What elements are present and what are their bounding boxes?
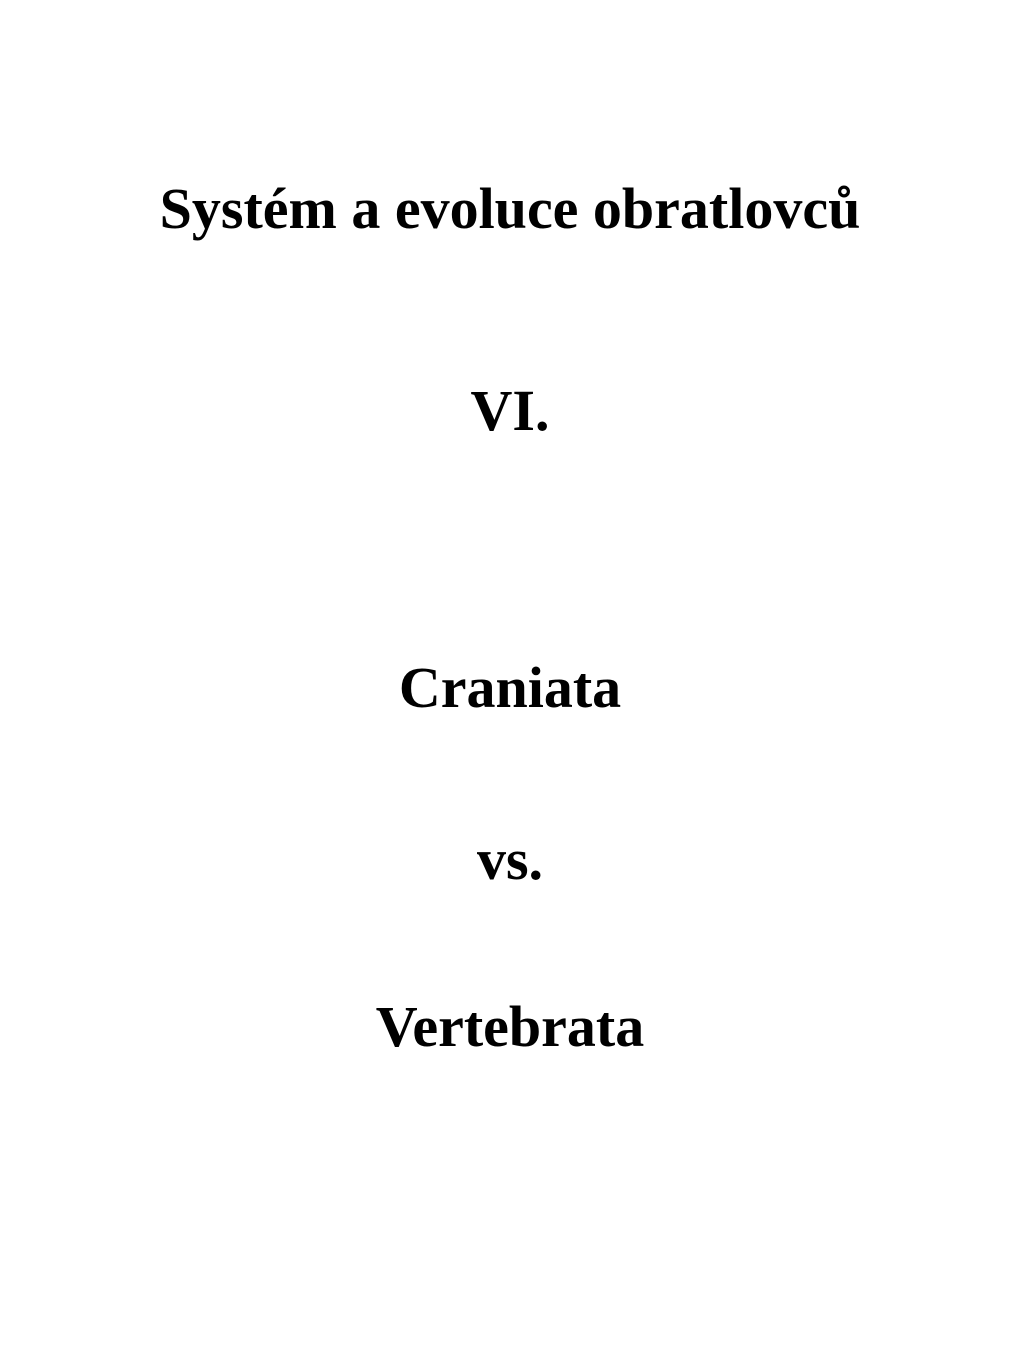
document-page: Systém a evoluce obratlovců VI. Craniata…	[0, 0, 1020, 1358]
subtitle-vs: vs.	[477, 826, 543, 893]
roman-numeral: VI.	[471, 377, 550, 444]
page-title: Systém a evoluce obratlovců	[160, 175, 861, 242]
subtitle-vertebrata: Vertebrata	[376, 993, 644, 1060]
subtitle-craniata: Craniata	[399, 654, 621, 721]
